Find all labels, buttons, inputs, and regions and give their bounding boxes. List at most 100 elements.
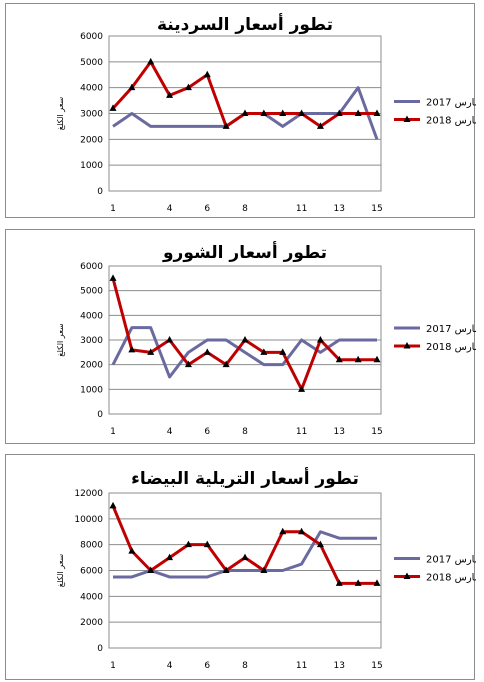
data-point	[109, 104, 117, 111]
x-tick-label: 1	[110, 204, 116, 214]
data-point	[147, 348, 155, 355]
data-point	[335, 355, 343, 363]
data-point	[203, 348, 211, 355]
x-tick-label: 1	[110, 427, 116, 437]
data-point	[373, 355, 381, 363]
y-axis-label: سعر الكلغ	[56, 96, 65, 130]
data-point	[128, 547, 136, 554]
y-tick-label: 2000	[80, 135, 103, 145]
data-point	[373, 579, 381, 586]
data-point	[335, 109, 343, 116]
data-point	[260, 566, 268, 573]
legend-label: مارس 2017	[426, 324, 476, 335]
x-tick-label: 11	[296, 204, 307, 214]
y-tick-label: 5000	[80, 58, 103, 68]
data-point	[241, 336, 249, 343]
x-tick-label: 4	[167, 427, 173, 437]
x-tick-label: 6	[204, 204, 210, 214]
y-tick-label: 0	[97, 410, 103, 420]
data-point	[335, 579, 343, 586]
series-line	[111, 60, 377, 128]
x-tick-label: 11	[296, 427, 307, 437]
y-tick-label: 4000	[80, 84, 103, 94]
data-point	[166, 553, 174, 561]
data-point	[298, 527, 306, 535]
chart-title: تطور أسعار السردينة	[157, 13, 333, 35]
data-point	[279, 527, 287, 535]
x-tick-label: 6	[204, 661, 210, 671]
chart-title: تطور أسعار الشورو	[162, 241, 327, 263]
x-tick-label: 13	[334, 661, 345, 671]
data-point	[222, 122, 230, 129]
x-tick-label: 11	[296, 661, 307, 671]
data-point	[260, 348, 268, 355]
data-point	[166, 336, 174, 343]
legend-marker	[403, 342, 411, 349]
series-line	[113, 530, 377, 579]
y-tick-label: 0	[97, 187, 103, 197]
legend-label: مارس 2018	[426, 342, 476, 353]
x-tick-label: 4	[167, 204, 173, 214]
chart-panel-sardine: تطور أسعار السردينة 0 1000 2000 3000 4000 5000…	[5, 3, 476, 218]
x-tick-label: 1	[110, 661, 116, 671]
plot-area	[108, 492, 382, 649]
y-tick-label: 6000	[80, 567, 103, 577]
data-point	[184, 360, 192, 368]
data-point	[316, 122, 324, 129]
x-tick-label: 8	[242, 204, 248, 214]
data-point	[128, 345, 136, 353]
y-tick-label: 1000	[80, 385, 103, 395]
plot-area	[108, 265, 382, 415]
legend-marker	[403, 115, 411, 122]
series-line	[111, 326, 377, 379]
x-tick-label: 8	[242, 427, 248, 437]
y-tick-label: 10000	[74, 515, 103, 525]
chart-panel-shoro: تطور أسعار الشورو 0 1000 2000 3000 4000 5000 60…	[5, 229, 476, 444]
x-tick-label: 15	[371, 427, 382, 437]
chart-svg-white-trout: تطور أسعار التريلية البيضاء 0 2000 4000 6000…	[56, 467, 476, 671]
data-point	[260, 109, 268, 116]
data-point	[147, 566, 155, 573]
chart-panel-white-trout: تطور أسعار التريلية البيضاء 0 2000 4000 6000…	[5, 454, 476, 680]
data-point	[128, 83, 136, 91]
y-tick-label: 2000	[80, 618, 103, 628]
x-tick-label: 15	[371, 204, 382, 214]
y-tick-label: 6000	[80, 32, 103, 42]
y-tick-label: 6000	[80, 262, 103, 272]
y-tick-label: 3000	[80, 336, 103, 346]
y-axis-label: سعر الكلغ	[56, 323, 65, 357]
data-point	[241, 553, 249, 561]
data-point	[109, 501, 117, 509]
data-point	[147, 57, 155, 65]
x-tick-label: 8	[242, 661, 248, 671]
y-tick-label: 0	[97, 644, 103, 654]
data-point	[279, 348, 287, 355]
y-tick-label: 5000	[80, 287, 103, 297]
x-tick-label: 15	[371, 661, 382, 671]
data-point	[184, 83, 192, 91]
data-point	[222, 566, 230, 573]
legend-label: مارس 2017	[426, 555, 476, 566]
x-tick-label: 6	[204, 427, 210, 437]
y-tick-label: 1000	[80, 161, 103, 171]
data-point	[203, 70, 211, 78]
legend-label: مارس 2017	[426, 98, 476, 109]
y-axis-label: سعر الكلغ	[56, 553, 65, 587]
data-point	[109, 274, 117, 281]
data-point	[203, 540, 211, 548]
y-tick-label: 2000	[80, 361, 103, 371]
data-point	[166, 91, 174, 98]
chart-svg-sardine: تطور أسعار السردينة 0 1000 2000 3000 4000 5000…	[56, 13, 476, 214]
data-point	[241, 109, 249, 116]
data-point	[316, 540, 324, 548]
data-point	[184, 540, 192, 548]
x-tick-label: 13	[334, 427, 345, 437]
x-tick-label: 4	[167, 661, 173, 671]
data-point	[298, 109, 306, 116]
data-point	[354, 355, 362, 363]
y-tick-label: 4000	[80, 311, 103, 321]
legend-label: مارس 2018	[426, 116, 476, 127]
legend-marker	[403, 572, 411, 579]
plot-area	[108, 35, 382, 192]
x-tick-label: 13	[334, 204, 345, 214]
